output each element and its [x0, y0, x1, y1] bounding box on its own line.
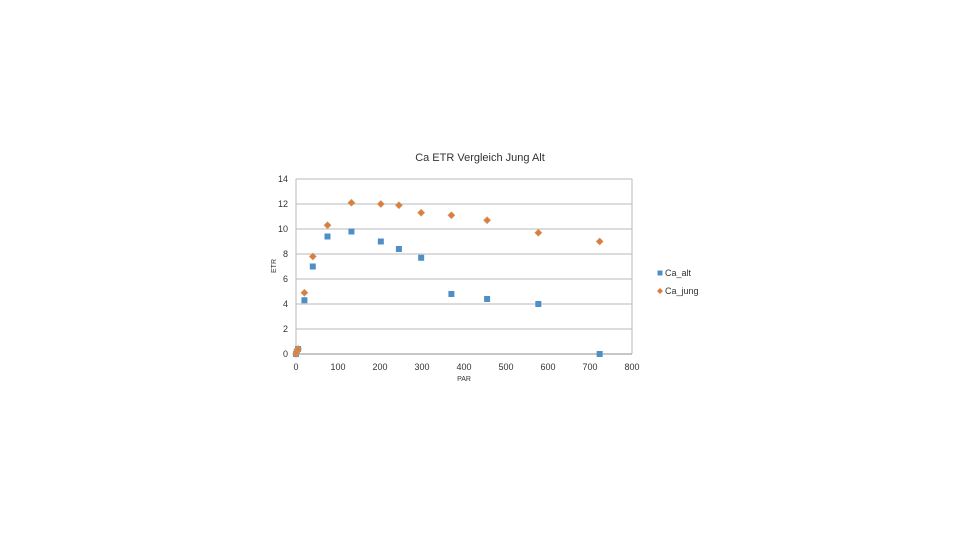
x-tick-label: 0 [293, 362, 298, 372]
data-point [309, 263, 316, 270]
y-tick-label: 6 [283, 274, 288, 284]
plot-area-points [292, 198, 604, 358]
series-Ca_alt [293, 228, 603, 357]
y-tick-label: 10 [278, 224, 288, 234]
data-point [301, 297, 308, 304]
data-point [324, 233, 331, 240]
data-point [376, 200, 385, 208]
data-point [323, 221, 332, 230]
data-point [394, 201, 403, 210]
x-tick-label: 500 [498, 362, 513, 372]
data-point [347, 198, 356, 207]
y-tick-label: 4 [283, 299, 288, 309]
data-point [448, 291, 455, 297]
y-tick-label: 0 [283, 349, 288, 359]
data-point [483, 216, 492, 225]
data-point [294, 345, 303, 353]
legend-marker [657, 270, 663, 276]
y-tick-label: 8 [283, 249, 288, 259]
x-tick-label: 800 [624, 362, 639, 372]
y-axis-label: ETR [271, 259, 278, 273]
legend-label: Ca_alt [665, 268, 692, 278]
data-point [447, 211, 456, 220]
y-tick-label: 14 [278, 174, 288, 184]
x-axis-label: PAR [457, 376, 471, 383]
data-point [534, 228, 543, 237]
x-axis-ticks: 0 100 200 300 400 500 600 700 800 [293, 362, 639, 372]
legend-item: Ca_jung [657, 286, 699, 296]
chart-title: Ca ETR Vergleich Jung Alt [415, 152, 545, 164]
x-tick-label: 300 [414, 362, 429, 372]
x-tick-label: 200 [372, 362, 387, 372]
legend-item: Ca_alt [657, 268, 692, 278]
data-point [377, 238, 384, 245]
x-tick-label: 400 [456, 362, 471, 372]
legend-marker [657, 288, 663, 294]
y-tick-label: 2 [283, 324, 288, 334]
y-tick-label: 12 [278, 199, 288, 209]
legend-label: Ca_jung [665, 286, 699, 296]
series-Ca_jung [292, 198, 604, 358]
data-point [308, 252, 317, 261]
data-point [300, 288, 309, 297]
x-tick-label: 100 [330, 362, 345, 372]
data-point [417, 208, 426, 217]
data-point [596, 351, 603, 357]
data-point [348, 228, 355, 235]
data-point [395, 246, 402, 252]
data-point [418, 254, 425, 261]
x-tick-label: 600 [540, 362, 555, 372]
legend: Ca_alt Ca_jung [657, 268, 699, 296]
grid [295, 178, 633, 355]
data-point [595, 237, 604, 246]
data-point [484, 296, 491, 302]
x-tick-label: 700 [582, 362, 597, 372]
y-axis-ticks: 0 2 4 6 8 10 12 14 [278, 174, 288, 359]
data-point [535, 301, 542, 307]
